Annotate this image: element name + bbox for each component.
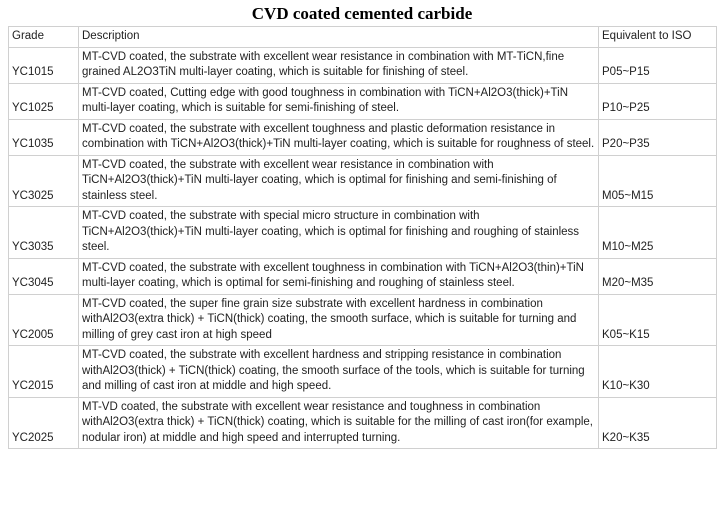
cell-description: MT-CVD coated, the super fine grain size… bbox=[79, 294, 599, 346]
cell-grade: YC2015 bbox=[9, 346, 79, 398]
table-header-row: Grade Description Equivalent to ISO bbox=[9, 27, 717, 48]
table-row: YC1035 MT-CVD coated, the substrate with… bbox=[9, 119, 717, 155]
cell-description: MT-CVD coated, Cutting edge with good to… bbox=[79, 83, 599, 119]
cell-iso: P05~P15 bbox=[599, 47, 717, 83]
page-title: CVD coated cemented carbide bbox=[0, 0, 724, 26]
cell-description: MT-CVD coated, the substrate with excell… bbox=[79, 258, 599, 294]
col-header-description: Description bbox=[79, 27, 599, 48]
table-row: YC1015 MT-CVD coated, the substrate with… bbox=[9, 47, 717, 83]
carbide-table: Grade Description Equivalent to ISO YC10… bbox=[8, 26, 717, 449]
table-row: YC2005 MT-CVD coated, the super fine gra… bbox=[9, 294, 717, 346]
cell-iso: K05~K15 bbox=[599, 294, 717, 346]
cell-grade: YC1025 bbox=[9, 83, 79, 119]
cell-grade: YC3025 bbox=[9, 155, 79, 207]
cell-grade: YC1015 bbox=[9, 47, 79, 83]
table-row: YC2015 MT-CVD coated, the substrate with… bbox=[9, 346, 717, 398]
cell-iso: M20~M35 bbox=[599, 258, 717, 294]
col-header-iso: Equivalent to ISO bbox=[599, 27, 717, 48]
cell-description: MT-CVD coated, the substrate with excell… bbox=[79, 155, 599, 207]
cell-iso: K10~K30 bbox=[599, 346, 717, 398]
table-row: YC3035 MT-CVD coated, the substrate with… bbox=[9, 207, 717, 259]
cell-iso: P10~P25 bbox=[599, 83, 717, 119]
cell-iso: M10~M25 bbox=[599, 207, 717, 259]
table-row: YC3025 MT-CVD coated, the substrate with… bbox=[9, 155, 717, 207]
cell-description: MT-CVD coated, the substrate with excell… bbox=[79, 47, 599, 83]
cell-grade: YC1035 bbox=[9, 119, 79, 155]
table-row: YC2025 MT-VD coated, the substrate with … bbox=[9, 397, 717, 449]
cell-grade: YC3035 bbox=[9, 207, 79, 259]
cell-description: MT-VD coated, the substrate with excelle… bbox=[79, 397, 599, 449]
cell-description: MT-CVD coated, the substrate with specia… bbox=[79, 207, 599, 259]
cell-grade: YC3045 bbox=[9, 258, 79, 294]
cell-iso: K20~K35 bbox=[599, 397, 717, 449]
cell-iso: M05~M15 bbox=[599, 155, 717, 207]
table-row: YC1025 MT-CVD coated, Cutting edge with … bbox=[9, 83, 717, 119]
cell-grade: YC2025 bbox=[9, 397, 79, 449]
table-body: YC1015 MT-CVD coated, the substrate with… bbox=[9, 47, 717, 449]
cell-iso: P20~P35 bbox=[599, 119, 717, 155]
cell-description: MT-CVD coated, the substrate with excell… bbox=[79, 119, 599, 155]
cell-description: MT-CVD coated, the substrate with excell… bbox=[79, 346, 599, 398]
col-header-grade: Grade bbox=[9, 27, 79, 48]
cell-grade: YC2005 bbox=[9, 294, 79, 346]
table-row: YC3045 MT-CVD coated, the substrate with… bbox=[9, 258, 717, 294]
